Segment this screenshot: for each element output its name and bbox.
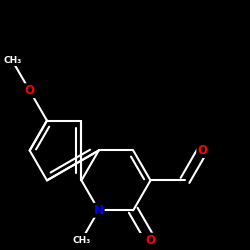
Text: O: O [25,84,35,97]
Text: CH₃: CH₃ [72,236,90,245]
Text: CH₃: CH₃ [3,56,22,65]
Text: O: O [146,234,156,247]
Text: O: O [197,144,207,157]
Text: N: N [94,204,104,217]
